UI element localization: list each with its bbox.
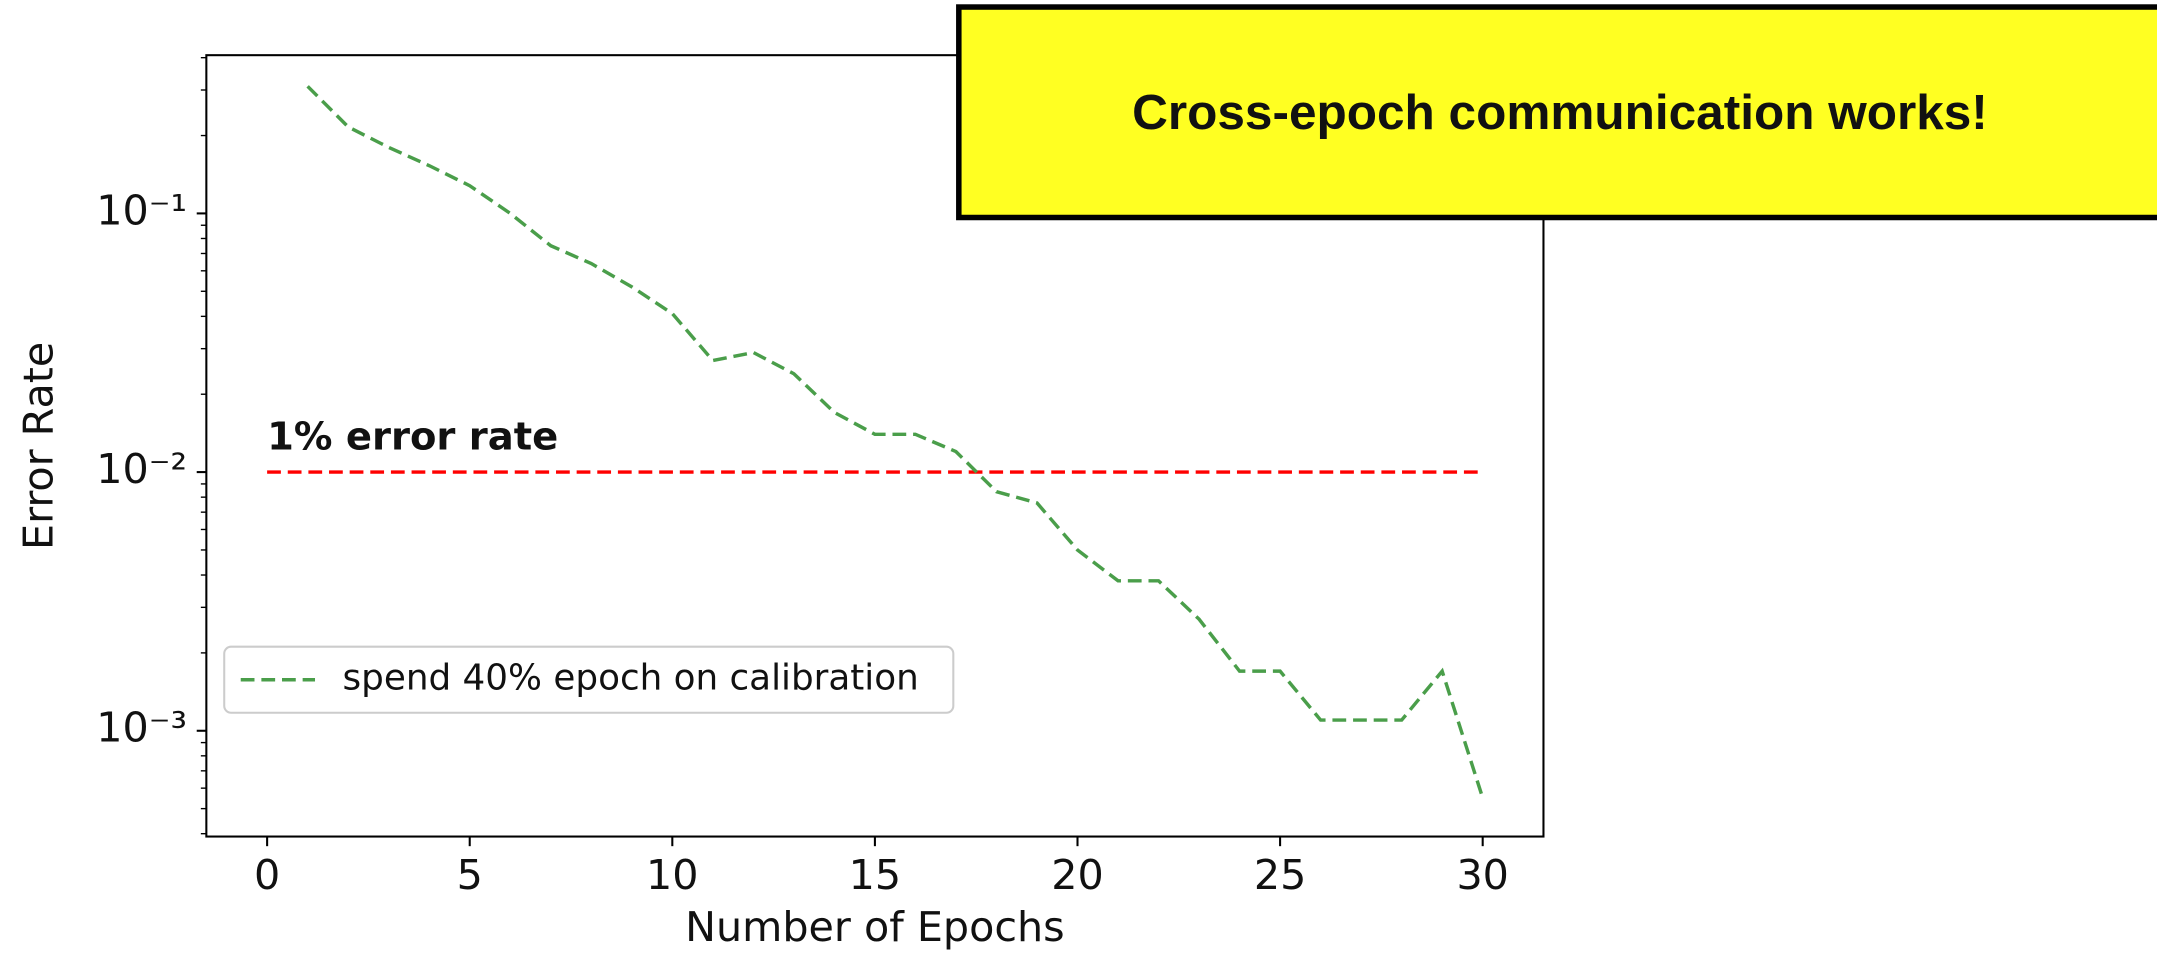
x-tick-label: 10 bbox=[646, 851, 699, 899]
y-axis-label: Error Rate bbox=[14, 342, 62, 550]
x-tick-label: 0 bbox=[254, 851, 280, 899]
callout-text: Cross-epoch communication works! bbox=[1132, 85, 1988, 140]
y-tick-label: 10⁻¹ bbox=[96, 186, 187, 234]
legend-label: spend 40% epoch on calibration bbox=[343, 658, 919, 699]
y-tick-label: 10⁻² bbox=[96, 445, 187, 493]
x-tick-label: 20 bbox=[1051, 851, 1104, 899]
y-tick-label: 10⁻³ bbox=[96, 704, 187, 752]
x-tick-label: 25 bbox=[1254, 851, 1307, 899]
x-axis-label: Number of Epochs bbox=[685, 903, 1065, 951]
x-tick-label: 15 bbox=[849, 851, 902, 899]
data-line bbox=[306, 85, 1485, 799]
x-tick-label: 30 bbox=[1456, 851, 1508, 899]
legend-box bbox=[223, 645, 955, 714]
reference-label: 1% error rate bbox=[267, 415, 558, 460]
callout-box bbox=[956, 4, 2157, 221]
plot-layer: 0 5 10 15 20 25 30 10⁻¹ 10⁻² 10⁻³ 1% error rate spe… bbox=[96, 56, 1509, 899]
x-tick-label: 5 bbox=[457, 851, 483, 899]
